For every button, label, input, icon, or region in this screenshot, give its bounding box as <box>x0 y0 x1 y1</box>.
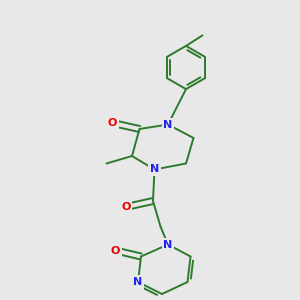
Text: N: N <box>164 239 172 250</box>
Text: O: O <box>108 118 117 128</box>
Text: N: N <box>134 277 142 287</box>
Text: O: O <box>111 245 120 256</box>
Text: N: N <box>150 164 159 175</box>
Text: N: N <box>164 119 172 130</box>
Text: O: O <box>121 202 131 212</box>
